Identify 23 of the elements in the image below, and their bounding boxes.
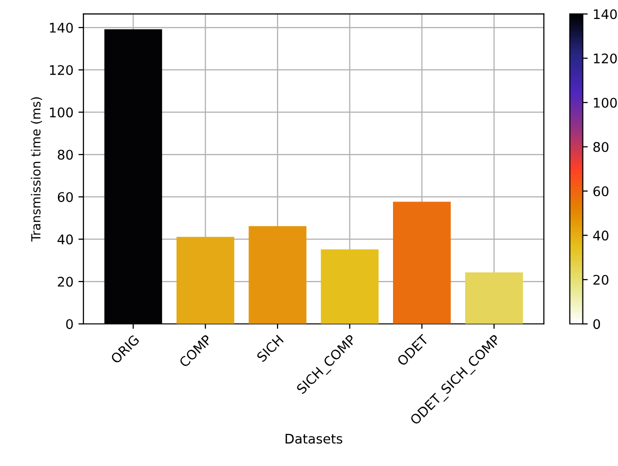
y-tick-label: 120	[50, 65, 73, 76]
color-bar-label: 40	[593, 230, 608, 241]
y-tick-label: 0	[66, 319, 73, 330]
y-tick-label: 80	[58, 150, 73, 160]
x-axis-title: Datasets	[286, 434, 342, 444]
bar	[248, 226, 306, 324]
color-bar-label: 100	[594, 98, 617, 108]
color-bar-label: 120	[594, 53, 617, 64]
bar	[465, 272, 523, 324]
color-bar-label: 0	[593, 319, 600, 330]
y-tick-label: 140	[50, 22, 73, 33]
color-bar-label: 80	[593, 142, 608, 152]
y-tick-label: 60	[58, 192, 73, 202]
color-bar-label: 20	[593, 274, 608, 285]
y-tick-label: 100	[50, 107, 73, 118]
bar	[320, 249, 379, 324]
color-bar-label: 140	[594, 9, 617, 20]
y-axis-title: Transmission time (ms)	[30, 97, 42, 242]
bar	[176, 236, 234, 324]
color-bar-label: 60	[593, 186, 608, 196]
bar	[393, 202, 451, 324]
y-tick-label: 40	[58, 234, 73, 244]
y-tick-label: 20	[58, 276, 73, 287]
